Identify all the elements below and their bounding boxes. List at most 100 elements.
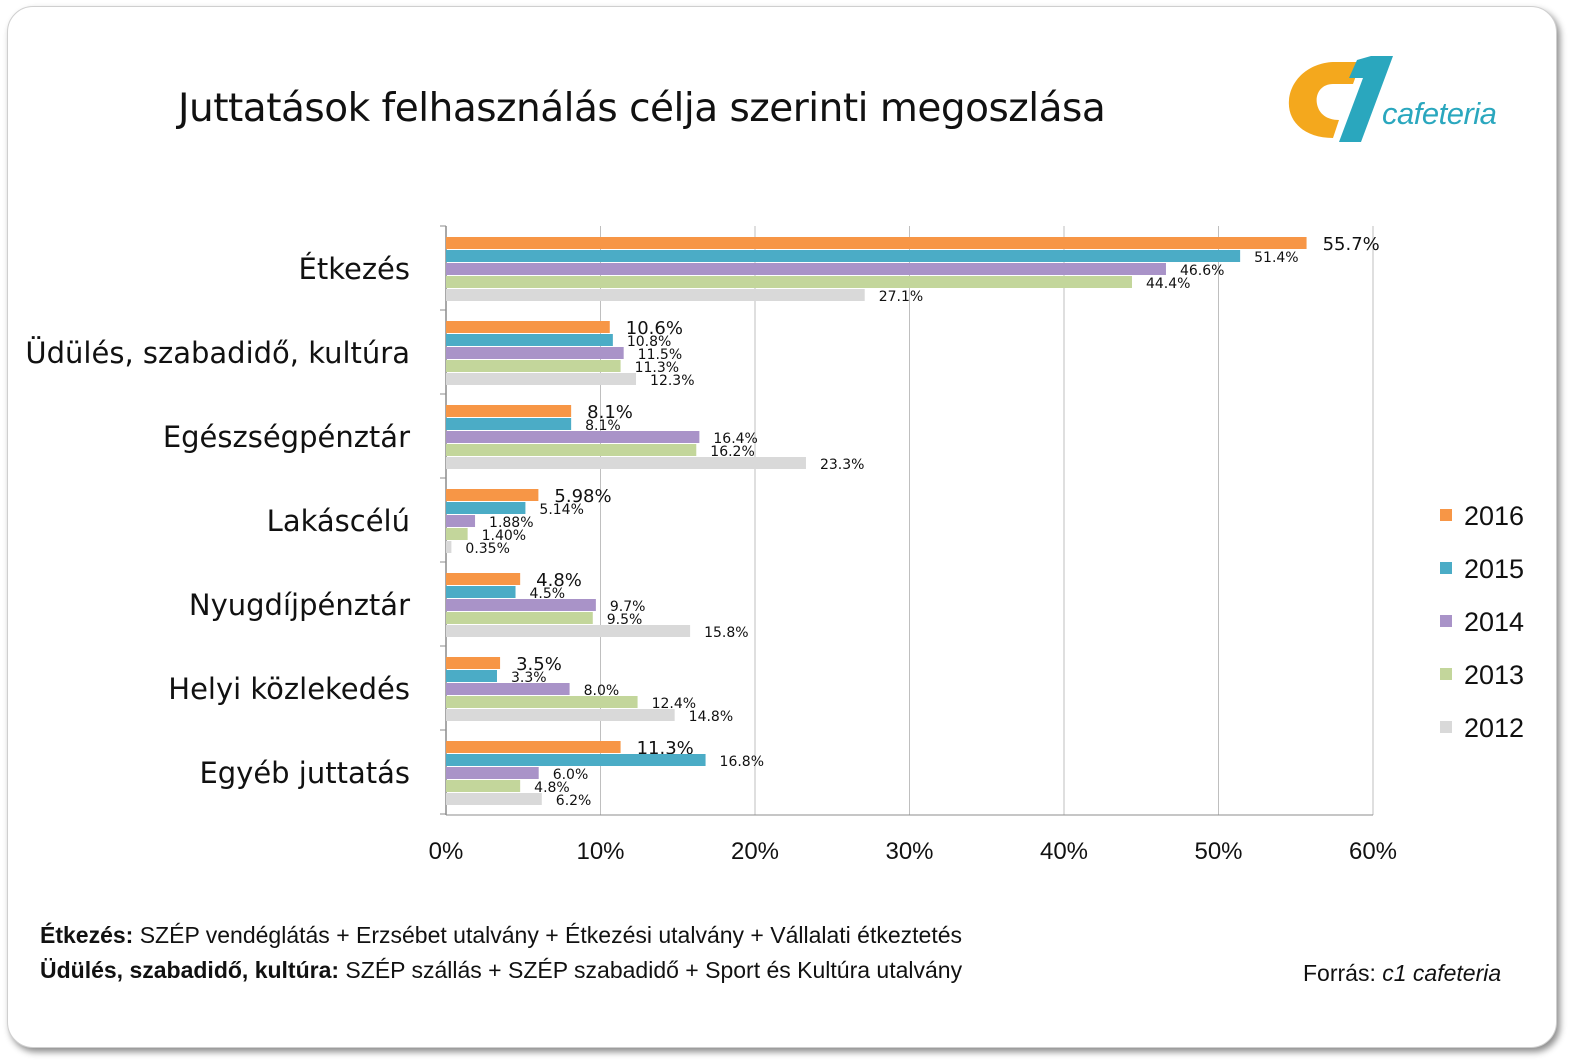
- footnote-text: SZÉP vendéglátás + Erzsébet utalvány + É…: [133, 922, 963, 948]
- data-label: 5.98%: [554, 486, 611, 507]
- data-label: 6.0%: [553, 767, 589, 783]
- x-tick-label: 0%: [429, 838, 464, 865]
- data-label: 4.8%: [534, 780, 570, 796]
- legend-label: 2013: [1464, 660, 1524, 690]
- x-tick-label: 60%: [1349, 838, 1397, 865]
- footnote-term: Étkezés:: [40, 922, 134, 948]
- bar: [446, 321, 610, 333]
- bar: [446, 418, 572, 430]
- data-label: 6.2%: [556, 793, 592, 809]
- bar: [446, 237, 1307, 249]
- bar: [446, 612, 593, 624]
- data-label: 55.7%: [1323, 234, 1380, 255]
- data-label: 3.5%: [516, 654, 562, 675]
- x-tick-label: 20%: [731, 838, 779, 865]
- bar: [446, 373, 637, 385]
- bar: [446, 263, 1166, 275]
- data-label: 12.4%: [652, 696, 696, 712]
- bar: [446, 793, 542, 805]
- bar: [446, 573, 521, 585]
- category-label: Egészségpénztár: [163, 420, 410, 454]
- legend-swatch: [1440, 509, 1452, 521]
- data-label: 11.5%: [638, 347, 682, 363]
- bar: [446, 515, 476, 527]
- bar: [446, 541, 452, 553]
- x-tick-label: 10%: [576, 838, 624, 865]
- category-label: Nyugdíjpénztár: [189, 588, 410, 622]
- data-label: 16.4%: [713, 431, 757, 447]
- data-label: 0.35%: [465, 541, 509, 557]
- legend-label: 2012: [1464, 713, 1524, 743]
- bar: [446, 625, 691, 637]
- bar: [446, 657, 501, 669]
- data-label: 11.3%: [635, 360, 679, 376]
- legend-swatch: [1440, 562, 1452, 574]
- bar: [446, 250, 1241, 262]
- source-note: Forrás: c1 cafeteria: [1303, 960, 1501, 987]
- footnote-term: Üdülés, szabadidő, kultúra:: [40, 957, 340, 983]
- legend-label: 2015: [1464, 554, 1524, 584]
- c1-logo-icon: [1288, 56, 1393, 142]
- data-label: 4.8%: [536, 570, 582, 591]
- data-label: 46.6%: [1180, 263, 1224, 279]
- data-label: 14.8%: [689, 709, 733, 725]
- data-label: 27.1%: [879, 289, 923, 305]
- data-label: 51.4%: [1254, 250, 1298, 266]
- x-tick-label: 30%: [885, 838, 933, 865]
- data-label: 16.2%: [710, 444, 754, 460]
- category-label: Üdülés, szabadidő, kultúra: [25, 336, 410, 370]
- data-label: 1.88%: [489, 515, 533, 531]
- bar: [446, 683, 570, 695]
- bar: [446, 780, 521, 792]
- logo-text: cafeteria: [1382, 96, 1497, 131]
- bar: [446, 457, 806, 469]
- category-label: Lakáscélú: [267, 504, 410, 538]
- data-label: 16.8%: [720, 754, 764, 770]
- bar: [446, 289, 865, 301]
- bar: [446, 489, 539, 501]
- data-label: 3.3%: [511, 670, 547, 686]
- bar: [446, 528, 468, 540]
- bar: [446, 741, 621, 753]
- bar: [446, 444, 697, 456]
- data-label: 15.8%: [704, 625, 748, 641]
- data-label: 23.3%: [820, 457, 864, 473]
- data-label: 12.3%: [650, 373, 694, 389]
- source-prefix: Forrás:: [1303, 960, 1383, 986]
- source-name: c1 cafeteria: [1382, 960, 1502, 986]
- bar: [446, 709, 675, 721]
- chart-title: Juttatások felhasználás célja szerinti m…: [178, 86, 1106, 131]
- bar: [446, 599, 596, 611]
- bar: [446, 360, 621, 372]
- category-label: Étkezés: [299, 252, 410, 286]
- bar: [446, 431, 700, 443]
- logo-c-shape: [1288, 62, 1361, 138]
- category-label: Egyéb juttatás: [199, 756, 410, 790]
- category-label: Helyi közlekedés: [168, 672, 410, 706]
- data-label: 44.4%: [1146, 276, 1190, 292]
- legend-label: 2016: [1464, 501, 1524, 531]
- legend-swatch: [1440, 668, 1452, 680]
- data-label: 5.14%: [539, 502, 583, 518]
- bar: [446, 670, 497, 682]
- bar: [446, 334, 613, 346]
- bar: [446, 276, 1132, 288]
- footnote-etkezes: Étkezés: SZÉP vendéglátás + Erzsébet uta…: [40, 922, 962, 949]
- bar: [446, 754, 706, 766]
- legend-swatch: [1440, 615, 1452, 627]
- legend-swatch: [1440, 721, 1452, 733]
- footnote-udules: Üdülés, szabadidő, kultúra: SZÉP szállás…: [40, 957, 962, 984]
- data-label: 8.1%: [587, 402, 633, 423]
- footnote-text: SZÉP szállás + SZÉP szabadidő + Sport és…: [339, 957, 963, 983]
- data-label: 9.7%: [610, 599, 646, 615]
- data-label: 11.3%: [637, 738, 694, 759]
- bar: [446, 586, 516, 598]
- bar: [446, 767, 539, 779]
- bar: [446, 347, 624, 359]
- data-label: 1.40%: [482, 528, 526, 544]
- logo-one-shape: [1339, 56, 1393, 142]
- data-label: 8.0%: [584, 683, 620, 699]
- x-tick-label: 50%: [1194, 838, 1242, 865]
- data-label: 10.6%: [626, 318, 683, 339]
